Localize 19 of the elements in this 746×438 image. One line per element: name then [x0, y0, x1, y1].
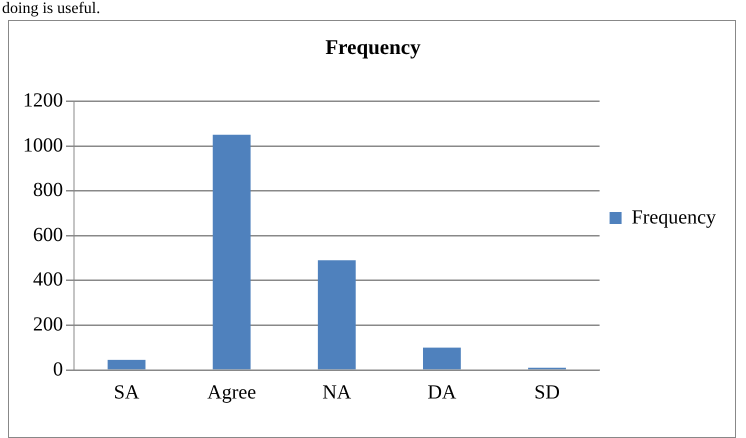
y-tick-label: 200	[33, 313, 63, 336]
x-tick-label: NA	[322, 381, 352, 404]
bar	[212, 134, 251, 370]
chart-title: Frequency	[325, 35, 422, 60]
x-tick-label: DA	[427, 381, 457, 404]
x-tick-label: Agree	[207, 381, 256, 404]
y-tick-label: 1200	[23, 89, 63, 112]
legend-label: Frequency	[632, 206, 716, 228]
y-tick-label: 1000	[23, 134, 63, 156]
y-tick-label: 400	[33, 268, 63, 291]
y-tick-label: 0	[53, 358, 63, 380]
x-tick-label: SA	[114, 381, 140, 404]
bar	[422, 348, 461, 370]
y-tick-label: 600	[33, 224, 63, 246]
text: doing is useful.	[2, 0, 100, 18]
y-tick-label: 800	[33, 179, 63, 202]
x-tick-label: SD	[534, 381, 560, 404]
bar	[318, 260, 356, 370]
bar	[108, 360, 146, 370]
